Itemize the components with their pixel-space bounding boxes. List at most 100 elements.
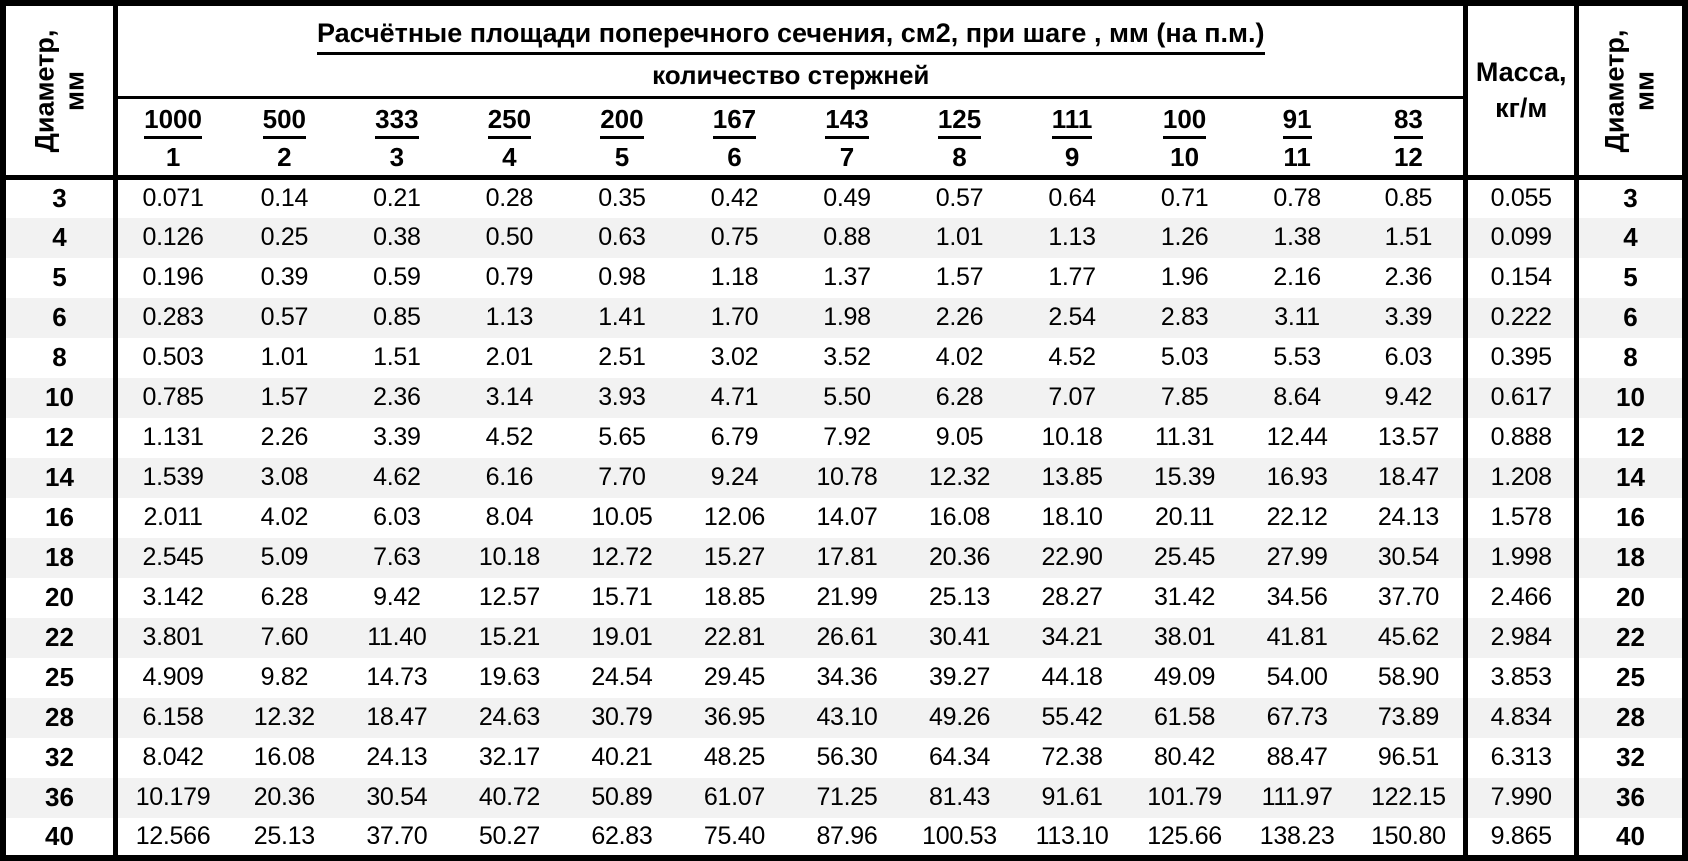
area-cell: 8.04 bbox=[485, 503, 534, 531]
area-cell: 0.88 bbox=[790, 217, 904, 258]
area-cell: 0.57 bbox=[935, 184, 984, 213]
mass-cell: 7.990 bbox=[1463, 777, 1579, 818]
area-cell: 37.70 bbox=[1377, 583, 1439, 611]
area-cell: 29.45 bbox=[703, 663, 765, 691]
spacing-header-cell: 250 bbox=[453, 98, 566, 139]
area-cell: 30.41 bbox=[903, 617, 1016, 658]
area-cell: 5.09 bbox=[228, 537, 341, 578]
diameter-cell-left: 12 bbox=[3, 417, 119, 458]
diameter-cell-right: 10 bbox=[1576, 377, 1685, 418]
spacing-header-value: 143 bbox=[825, 104, 869, 139]
area-cell: 16.08 bbox=[928, 503, 991, 531]
area-cell: 1.13 bbox=[453, 297, 566, 338]
right-diameter-header-text: Диаметр, мм bbox=[1599, 29, 1660, 152]
area-cell: 43.10 bbox=[790, 697, 904, 738]
spacing-header-cell: 91 bbox=[1241, 98, 1354, 139]
diameter-cell-right: 28 bbox=[1576, 697, 1685, 738]
table-row: 6 0.283 0.57 0.85 1.13 1.41 1.70 1.98 2.26 2.54 2.… bbox=[3, 297, 1685, 338]
table-row: 25 4.909 9.82 14.73 19.63 24.54 29.45 34.36 39.2… bbox=[3, 657, 1685, 698]
area-cell: 3.39 bbox=[1353, 297, 1466, 338]
mass-cell: 2.466 bbox=[1463, 577, 1579, 618]
area-cell: 9.42 bbox=[1353, 377, 1466, 418]
area-cell: 5.53 bbox=[1273, 343, 1321, 371]
area-cell: 10.18 bbox=[453, 537, 566, 578]
area-cell: 1.77 bbox=[1048, 263, 1096, 291]
diameter-cell-right: 32 bbox=[1616, 742, 1645, 772]
table-row: 14 1.539 3.08 4.62 6.16 7.70 9.24 10.78 12.32 13.… bbox=[3, 457, 1685, 498]
area-cell: 0.79 bbox=[485, 263, 534, 291]
diameter-cell-left: 6 bbox=[3, 297, 119, 338]
area-cell: 15.71 bbox=[591, 583, 653, 611]
spacing-header-cell: 333 bbox=[341, 98, 454, 139]
area-cell: 48.25 bbox=[703, 743, 765, 771]
area-cell: 3.02 bbox=[710, 343, 759, 371]
spacing-header-cell: 143 bbox=[791, 98, 904, 139]
bar-count-header-cell: 11 bbox=[1240, 139, 1354, 180]
area-cell: 22.81 bbox=[678, 617, 791, 658]
table-row: 40 12.566 25.13 37.70 50.27 62.83 75.40 87.96 10… bbox=[3, 817, 1685, 858]
area-cell: 0.39 bbox=[260, 263, 309, 291]
area-cell: 122.15 bbox=[1353, 777, 1466, 818]
bar-count-header-cell: 7 bbox=[790, 139, 904, 180]
mass-cell: 1.578 bbox=[1463, 497, 1579, 538]
area-cell: 49.26 bbox=[903, 697, 1016, 738]
area-cell: 1.38 bbox=[1240, 217, 1354, 258]
area-cell: 3.11 bbox=[1240, 297, 1354, 338]
mass-cell: 1.208 bbox=[1463, 457, 1579, 498]
area-cell: 39.27 bbox=[928, 663, 991, 691]
diameter-cell-left: 32 bbox=[3, 737, 119, 778]
mass-cell: 0.617 bbox=[1463, 377, 1579, 418]
area-cell: 1.51 bbox=[1353, 217, 1466, 258]
table-row: 20 3.142 6.28 9.42 12.57 15.71 18.85 21.99 25.13… bbox=[3, 577, 1685, 618]
area-cell: 9.82 bbox=[260, 663, 309, 691]
area-cell: 2.36 bbox=[1384, 263, 1433, 291]
area-cell: 0.21 bbox=[373, 184, 421, 213]
header-row-spacing: 1000 500 333 250 200 167 143 125 111 100 91 83 bbox=[3, 98, 1685, 139]
header-row-counts: 1 2 3 4 5 6 7 8 9 10 11 12 bbox=[3, 139, 1685, 180]
area-cell: 3.801 bbox=[115, 617, 229, 658]
area-cell: 3.52 bbox=[823, 343, 871, 371]
area-cell: 18.47 bbox=[340, 697, 454, 738]
area-cell: 3.39 bbox=[373, 423, 421, 451]
diameter-cell-left: 36 bbox=[3, 777, 119, 818]
area-cell: 5.03 bbox=[1160, 343, 1209, 371]
spacing-header-value: 200 bbox=[600, 104, 644, 139]
area-cell: 1.539 bbox=[115, 457, 229, 498]
diameter-cell-right: 18 bbox=[1576, 537, 1685, 578]
area-cell: 0.785 bbox=[115, 377, 229, 418]
area-cell: 4.909 bbox=[142, 663, 204, 691]
area-cell: 3.14 bbox=[453, 377, 566, 418]
area-cell: 7.70 bbox=[565, 457, 679, 498]
area-cell: 0.63 bbox=[565, 217, 679, 258]
area-cell: 19.01 bbox=[565, 617, 679, 658]
area-cell: 10.179 bbox=[115, 777, 229, 818]
diameter-cell-left: 10 bbox=[3, 377, 119, 418]
area-cell: 12.57 bbox=[478, 583, 540, 611]
table-row: 22 3.801 7.60 11.40 15.21 19.01 22.81 26.61 30.4… bbox=[3, 617, 1685, 658]
diameter-cell-left: 5 bbox=[3, 257, 119, 298]
mass-cell: 0.222 bbox=[1463, 297, 1579, 338]
area-cell: 113.10 bbox=[1035, 821, 1109, 850]
table-row: 16 2.011 4.02 6.03 8.04 10.05 12.06 14.07 16.08 1… bbox=[3, 497, 1685, 538]
area-cell: 6.28 bbox=[260, 583, 309, 611]
area-cell: 80.42 bbox=[1154, 743, 1216, 771]
area-cell: 0.35 bbox=[598, 184, 646, 213]
table-row: 10 0.785 1.57 2.36 3.14 3.93 4.71 5.50 6.28 7.07 7… bbox=[3, 377, 1685, 418]
area-cell: 1.13 bbox=[1015, 217, 1129, 258]
mass-cell: 0.154 bbox=[1463, 257, 1579, 298]
spacing-header-cell: 100 bbox=[1128, 98, 1241, 139]
diameter-cell-right: 36 bbox=[1576, 777, 1685, 818]
area-cell: 1.26 bbox=[1128, 217, 1241, 258]
area-cell: 2.54 bbox=[1015, 297, 1129, 338]
area-cell: 45.62 bbox=[1353, 617, 1466, 658]
area-cell: 26.61 bbox=[790, 617, 904, 658]
diameter-cell-right: 4 bbox=[1576, 217, 1685, 258]
area-cell: 1.18 bbox=[710, 263, 759, 291]
area-cell: 13.85 bbox=[1015, 457, 1129, 498]
bar-count-header-cell: 10 bbox=[1128, 139, 1241, 180]
area-cell: 10.18 bbox=[1041, 423, 1103, 451]
spacing-header-value: 500 bbox=[262, 104, 307, 139]
area-cell: 8.042 bbox=[142, 743, 204, 771]
area-cell: 50.89 bbox=[565, 777, 679, 818]
area-cell: 62.83 bbox=[591, 821, 653, 850]
